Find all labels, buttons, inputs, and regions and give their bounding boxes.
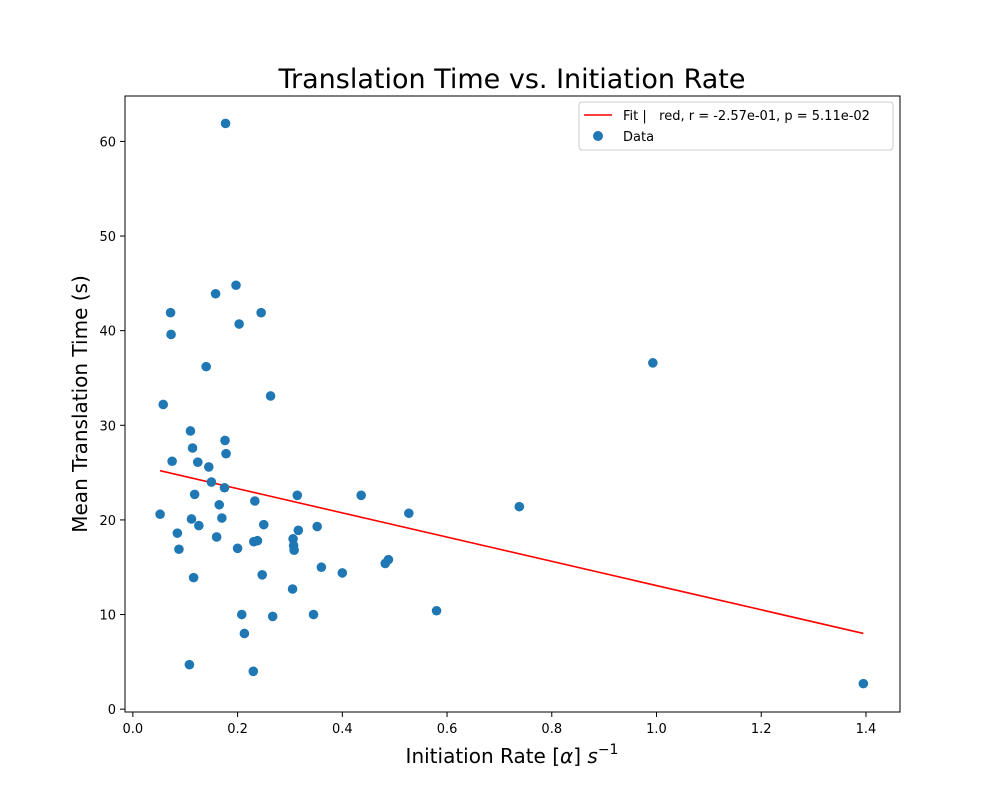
y-tick-label: 0 bbox=[108, 703, 116, 718]
data-point bbox=[165, 307, 176, 318]
data-point bbox=[239, 628, 250, 639]
fit-line bbox=[159, 469, 864, 635]
data-point bbox=[210, 288, 221, 299]
data-point bbox=[267, 611, 278, 622]
data-point bbox=[404, 508, 414, 519]
legend-box bbox=[578, 101, 894, 151]
x-axis-ticks: 0.0 0.2 0.4 0.6 0.8 1.0 1.2 1.4 bbox=[123, 712, 877, 737]
x-tick-label: 1.4 bbox=[856, 722, 877, 737]
data-point bbox=[289, 545, 299, 555]
data-points bbox=[155, 118, 869, 689]
x-tick-label: 0.0 bbox=[123, 722, 144, 737]
data-point bbox=[514, 501, 525, 512]
data-point bbox=[308, 609, 319, 620]
x-tick-label: 1.2 bbox=[751, 722, 772, 737]
x-tick-label: 0.2 bbox=[227, 722, 248, 737]
data-point bbox=[248, 666, 259, 677]
chart-title: Translation Time vs. Initiation Rate bbox=[278, 64, 746, 95]
y-tick-label: 60 bbox=[99, 135, 116, 150]
data-point bbox=[337, 568, 348, 578]
data-point bbox=[201, 361, 211, 372]
y-tick-label: 30 bbox=[99, 419, 116, 434]
data-point bbox=[185, 426, 196, 436]
data-point bbox=[265, 391, 276, 401]
data-point bbox=[220, 435, 230, 446]
data-point bbox=[316, 562, 327, 573]
data-point bbox=[206, 477, 217, 487]
legend-data-marker-swatch bbox=[593, 131, 603, 141]
data-point bbox=[172, 528, 183, 538]
data-point bbox=[431, 605, 442, 616]
y-axis-ticks: 0 10 20 30 40 50 60 bbox=[99, 135, 125, 718]
data-point bbox=[155, 509, 165, 520]
data-point bbox=[252, 535, 263, 546]
data-point bbox=[236, 609, 247, 620]
data-point bbox=[220, 118, 231, 129]
data-point bbox=[158, 399, 169, 410]
data-point bbox=[211, 532, 222, 542]
legend-fit-label: Fit | red, r = -2.57e-01, p = 5.11e-02 bbox=[623, 109, 870, 124]
data-point bbox=[187, 443, 198, 453]
data-point bbox=[250, 496, 260, 506]
data-point bbox=[214, 499, 225, 510]
plot-area bbox=[155, 118, 869, 689]
data-point bbox=[219, 482, 230, 493]
data-point bbox=[174, 544, 184, 555]
data-point bbox=[217, 513, 227, 523]
data-point bbox=[188, 572, 199, 583]
data-point bbox=[167, 456, 177, 467]
axes-frame bbox=[124, 95, 901, 713]
y-tick-label: 40 bbox=[99, 325, 116, 340]
data-point bbox=[383, 554, 394, 565]
data-point bbox=[257, 569, 267, 580]
y-tick-label: 10 bbox=[99, 609, 116, 624]
data-point bbox=[234, 319, 244, 329]
data-point bbox=[203, 462, 214, 472]
x-tick-label: 0.8 bbox=[541, 722, 562, 737]
data-point bbox=[231, 280, 241, 291]
x-tick-label: 1.0 bbox=[646, 722, 667, 737]
y-axis-label: Mean Translation Time (s) bbox=[68, 275, 92, 533]
data-point bbox=[648, 358, 658, 368]
data-point bbox=[184, 659, 195, 670]
data-point bbox=[186, 514, 197, 524]
data-point bbox=[292, 490, 303, 501]
y-tick-label: 20 bbox=[99, 514, 116, 529]
data-point bbox=[256, 307, 266, 318]
x-tick-label: 0.6 bbox=[437, 722, 458, 737]
data-point bbox=[293, 525, 304, 536]
data-point bbox=[232, 543, 243, 554]
legend-data-label: Data bbox=[623, 130, 654, 145]
fit-layer bbox=[159, 469, 864, 635]
data-point bbox=[287, 584, 298, 594]
data-point bbox=[221, 448, 231, 459]
x-tick-label: 0.4 bbox=[332, 722, 353, 737]
data-point bbox=[356, 490, 366, 501]
y-tick-label: 50 bbox=[99, 230, 116, 245]
data-point bbox=[858, 678, 869, 689]
legend: Fit | red, r = -2.57e-01, p = 5.11e-02 D… bbox=[578, 101, 894, 151]
data-point bbox=[194, 520, 204, 531]
data-point bbox=[312, 521, 322, 532]
data-point bbox=[192, 457, 203, 467]
x-axis-label: Initiation Rate [α] s−1 bbox=[406, 742, 619, 768]
data-point bbox=[258, 519, 269, 530]
data-point bbox=[166, 329, 176, 340]
data-point bbox=[189, 489, 200, 500]
